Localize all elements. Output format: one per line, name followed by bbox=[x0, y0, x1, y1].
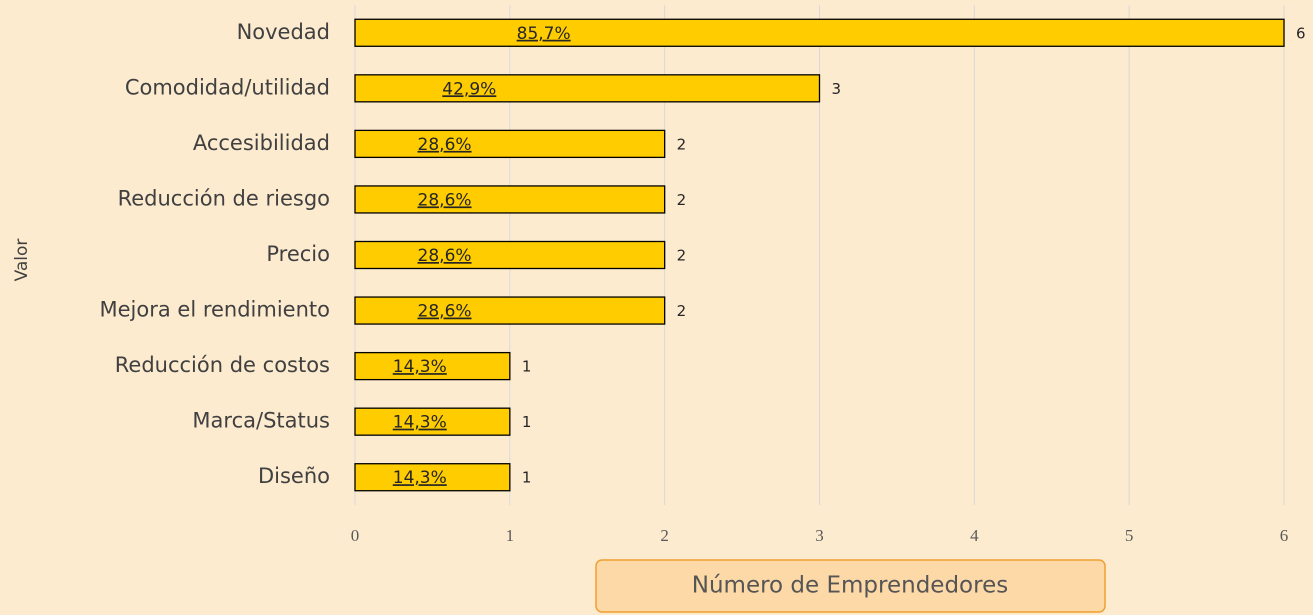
x-label-box bbox=[595, 559, 1106, 613]
bar bbox=[354, 185, 666, 214]
share-label: 14,3% bbox=[393, 357, 447, 377]
value-label: 2 bbox=[677, 247, 687, 265]
y-tick-label: Reducción de costos bbox=[115, 353, 330, 377]
y-tick-label: Novedad bbox=[237, 20, 330, 44]
value-label: 3 bbox=[832, 80, 842, 98]
share-label: 28,6% bbox=[418, 190, 472, 210]
y-tick-label: Accesibilidad bbox=[193, 131, 330, 155]
value-label: 1 bbox=[522, 469, 532, 487]
x-tick-label: 0 bbox=[351, 526, 360, 545]
y-tick-label: Reducción de riesgo bbox=[118, 186, 330, 210]
bar bbox=[354, 296, 666, 325]
x-tick-label: 5 bbox=[1125, 526, 1134, 545]
share-label: 42,9% bbox=[442, 79, 496, 99]
x-tick-label: 1 bbox=[506, 526, 515, 545]
share-label: 28,6% bbox=[418, 135, 472, 155]
y-tick-label: Comodidad/utilidad bbox=[125, 75, 330, 99]
x-axis-label: Número de Emprendedores bbox=[692, 573, 1008, 599]
value-label: 6 bbox=[1296, 24, 1306, 42]
x-tick-label: 6 bbox=[1280, 526, 1289, 545]
share-label: 28,6% bbox=[418, 246, 472, 266]
value-label: 2 bbox=[677, 302, 687, 320]
x-tick-label: 2 bbox=[660, 526, 669, 545]
share-label: 14,3% bbox=[393, 468, 447, 488]
y-tick-label: Precio bbox=[266, 242, 330, 266]
y-tick-label: Marca/Status bbox=[192, 409, 330, 433]
x-tick-label: 3 bbox=[815, 526, 824, 545]
bar bbox=[354, 240, 666, 270]
x-tick-label: 4 bbox=[970, 526, 979, 545]
value-label: 2 bbox=[677, 191, 687, 209]
y-tick-label: Mejora el rendimiento bbox=[100, 298, 331, 322]
y-tick-label: Diseño bbox=[258, 464, 330, 488]
value-label: 2 bbox=[677, 135, 687, 153]
bar bbox=[354, 18, 1285, 47]
y-axis-label: Valor bbox=[12, 239, 32, 282]
bar bbox=[354, 351, 511, 381]
share-label: 28,6% bbox=[418, 302, 472, 322]
bar bbox=[354, 463, 511, 492]
value-label: 1 bbox=[522, 358, 532, 376]
share-label: 14,3% bbox=[393, 413, 447, 433]
share-label: 85,7% bbox=[517, 24, 571, 44]
bar bbox=[354, 74, 821, 103]
value-label: 1 bbox=[522, 413, 532, 431]
bar bbox=[354, 129, 666, 159]
bar bbox=[354, 407, 511, 436]
